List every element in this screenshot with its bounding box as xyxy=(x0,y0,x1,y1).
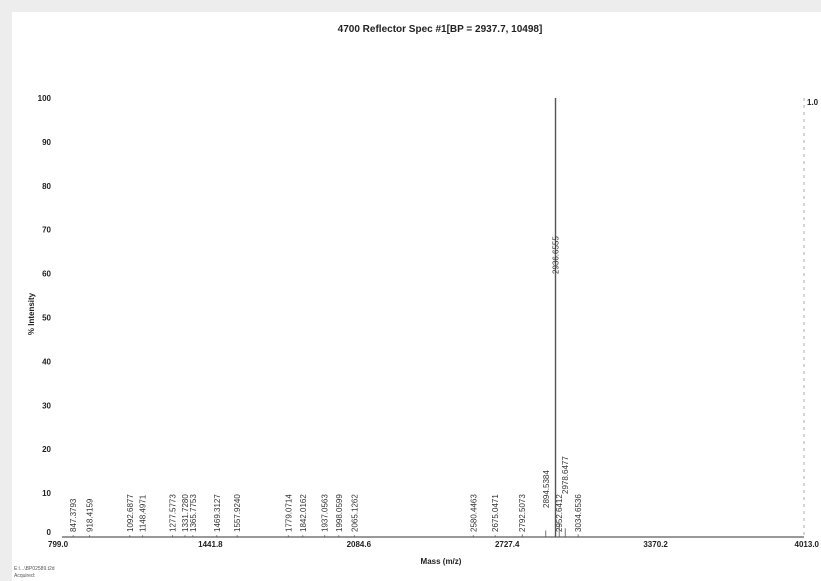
peak-label: 1148.4971 xyxy=(139,494,148,532)
right-axis-label: 1.0 xyxy=(807,98,819,107)
peak-label: 1365.7753 xyxy=(189,494,198,532)
y-tick-label: 90 xyxy=(42,138,51,147)
y-tick-label: 80 xyxy=(42,182,51,191)
peak-label: 1937.0563 xyxy=(321,494,330,532)
peak-label: 1557.9240 xyxy=(233,494,242,532)
y-tick-label: 10 xyxy=(42,489,51,498)
spectrum-page: 4700 Reflector Spec #1[BP = 2937.7, 1049… xyxy=(12,12,821,581)
x-tick-label: 2084.6 xyxy=(347,540,372,549)
y-tick-label: 50 xyxy=(42,314,51,323)
peak-label: 1842.0162 xyxy=(299,494,308,532)
y-tick-label: 70 xyxy=(42,226,51,235)
peak-label: 2580.4463 xyxy=(469,494,478,532)
peak-label: 1469.3127 xyxy=(213,494,222,532)
peak-label: 1277.5773 xyxy=(168,494,177,532)
x-tick-label: 4013.0 xyxy=(795,540,820,549)
y-tick-label: 30 xyxy=(42,401,51,410)
peak-label: 1092.6877 xyxy=(126,494,135,532)
y-tick-label: 20 xyxy=(42,445,51,454)
peak-label: 2936.6555 xyxy=(552,236,561,274)
x-axis-label: Mass (m/z) xyxy=(421,557,462,566)
peak-label: 2065.1262 xyxy=(350,494,359,532)
peak-labels: 847.3793 918.4159 1092.6877 1148.4971 1277.5… xyxy=(69,236,583,532)
x-tick-label: 3370.2 xyxy=(643,540,668,549)
peak-label: 2894.5384 xyxy=(542,470,551,508)
footer-file-path: E:\...\BP02589.t2d xyxy=(14,566,55,572)
peak-label: 2792.5073 xyxy=(518,494,527,532)
peak-label: 2978.6477 xyxy=(561,456,570,494)
y-tick-label: 60 xyxy=(42,270,51,279)
chart-title: 4700 Reflector Spec #1[BP = 2937.7, 1049… xyxy=(338,24,543,35)
peak-label: 847.3793 xyxy=(69,498,78,532)
peak-label: 1779.0714 xyxy=(284,494,293,532)
x-tick-label: 799.0 xyxy=(48,540,69,549)
peak-label: 2675.0471 xyxy=(491,494,500,532)
peak-label: 1998.0599 xyxy=(335,494,344,532)
y-tick-label: 100 xyxy=(38,94,52,103)
x-tick-label: 1441.8 xyxy=(198,540,223,549)
peak-label: 1331.7280 xyxy=(181,494,190,532)
y-tick-label: 40 xyxy=(42,357,51,366)
peak-label: 3034.6536 xyxy=(574,494,583,532)
y-tick-labels: 10 20 30 40 50 60 70 80 90 100 0 xyxy=(38,94,52,537)
peak-label: 918.4159 xyxy=(86,498,95,532)
y-tick-label: 0 xyxy=(47,528,52,537)
footer-acquired: Acquired: xyxy=(14,573,35,579)
mass-spectrum-chart: 4700 Reflector Spec #1[BP = 2937.7, 1049… xyxy=(14,24,820,579)
peak-sticks xyxy=(72,98,579,537)
peak-label: 2952.6412 xyxy=(555,494,564,532)
x-tick-label: 2727.4 xyxy=(495,540,520,549)
y-axis-label: % Intensity xyxy=(27,292,36,335)
x-tick-labels: 799.0 1441.8 2084.6 2727.4 3370.2 4013.0 xyxy=(48,540,820,549)
